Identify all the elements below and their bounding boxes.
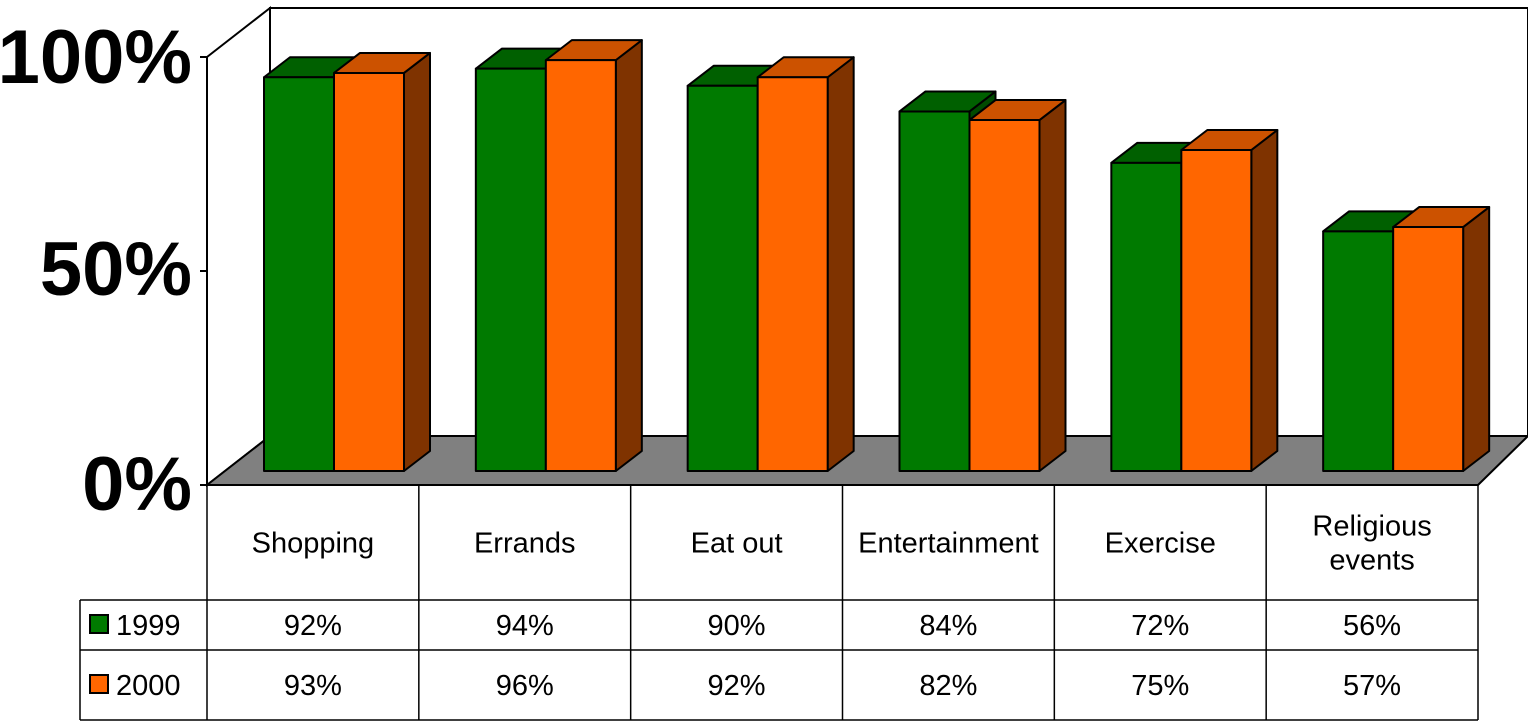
data-label: 90% xyxy=(708,610,766,642)
bar-group xyxy=(1322,206,1491,472)
y-tick-label: 50% xyxy=(40,227,192,312)
data-label: 75% xyxy=(1131,670,1189,702)
bar-side xyxy=(614,39,643,472)
category-label: Eat out xyxy=(691,528,783,560)
bar xyxy=(1110,161,1183,472)
bar xyxy=(333,71,405,473)
bars-layer xyxy=(263,39,1491,473)
bar-side xyxy=(1038,99,1067,472)
bar-side xyxy=(1462,206,1491,472)
bar xyxy=(474,67,547,473)
legend-label: 1999 xyxy=(116,610,181,642)
category-label: Errands xyxy=(474,528,576,560)
bar-group xyxy=(263,51,431,473)
bar-group xyxy=(686,56,855,473)
side-wall xyxy=(206,5,271,488)
data-label: 94% xyxy=(496,610,554,642)
bar xyxy=(263,76,335,473)
bar-group xyxy=(898,90,1067,472)
bar xyxy=(1392,226,1465,472)
data-label: 82% xyxy=(919,670,977,702)
bar xyxy=(756,76,829,473)
bar xyxy=(898,110,971,472)
bar-group xyxy=(474,39,643,473)
category-label: Shopping xyxy=(252,528,375,560)
data-label: 92% xyxy=(708,670,766,702)
legend-label: 2000 xyxy=(116,670,181,702)
category-label: Entertainment xyxy=(858,528,1039,560)
data-label: 57% xyxy=(1343,670,1401,702)
legend-swatch xyxy=(89,674,109,694)
bar xyxy=(544,59,617,473)
y-tick-label: 0% xyxy=(82,442,192,527)
data-label: 84% xyxy=(919,610,977,642)
bar-side xyxy=(1250,129,1279,472)
legend-swatch xyxy=(89,614,109,634)
bar xyxy=(1322,230,1395,472)
data-table: Shopping Errands Eat out Entertainment Exerc… xyxy=(79,485,1479,721)
data-label: 72% xyxy=(1131,610,1189,642)
bar xyxy=(968,119,1041,472)
category-label: Religious events xyxy=(1312,511,1431,577)
y-tick-label: 100% xyxy=(0,15,192,100)
bar-group xyxy=(1110,129,1279,472)
category-label: Exercise xyxy=(1105,528,1216,560)
bar xyxy=(1180,149,1253,472)
data-label: 56% xyxy=(1343,610,1401,642)
bar-side xyxy=(403,51,431,472)
data-label: 93% xyxy=(284,670,342,702)
bar-side xyxy=(826,56,855,472)
bar xyxy=(686,84,759,473)
data-label: 96% xyxy=(496,670,554,702)
data-label: 92% xyxy=(284,610,342,642)
